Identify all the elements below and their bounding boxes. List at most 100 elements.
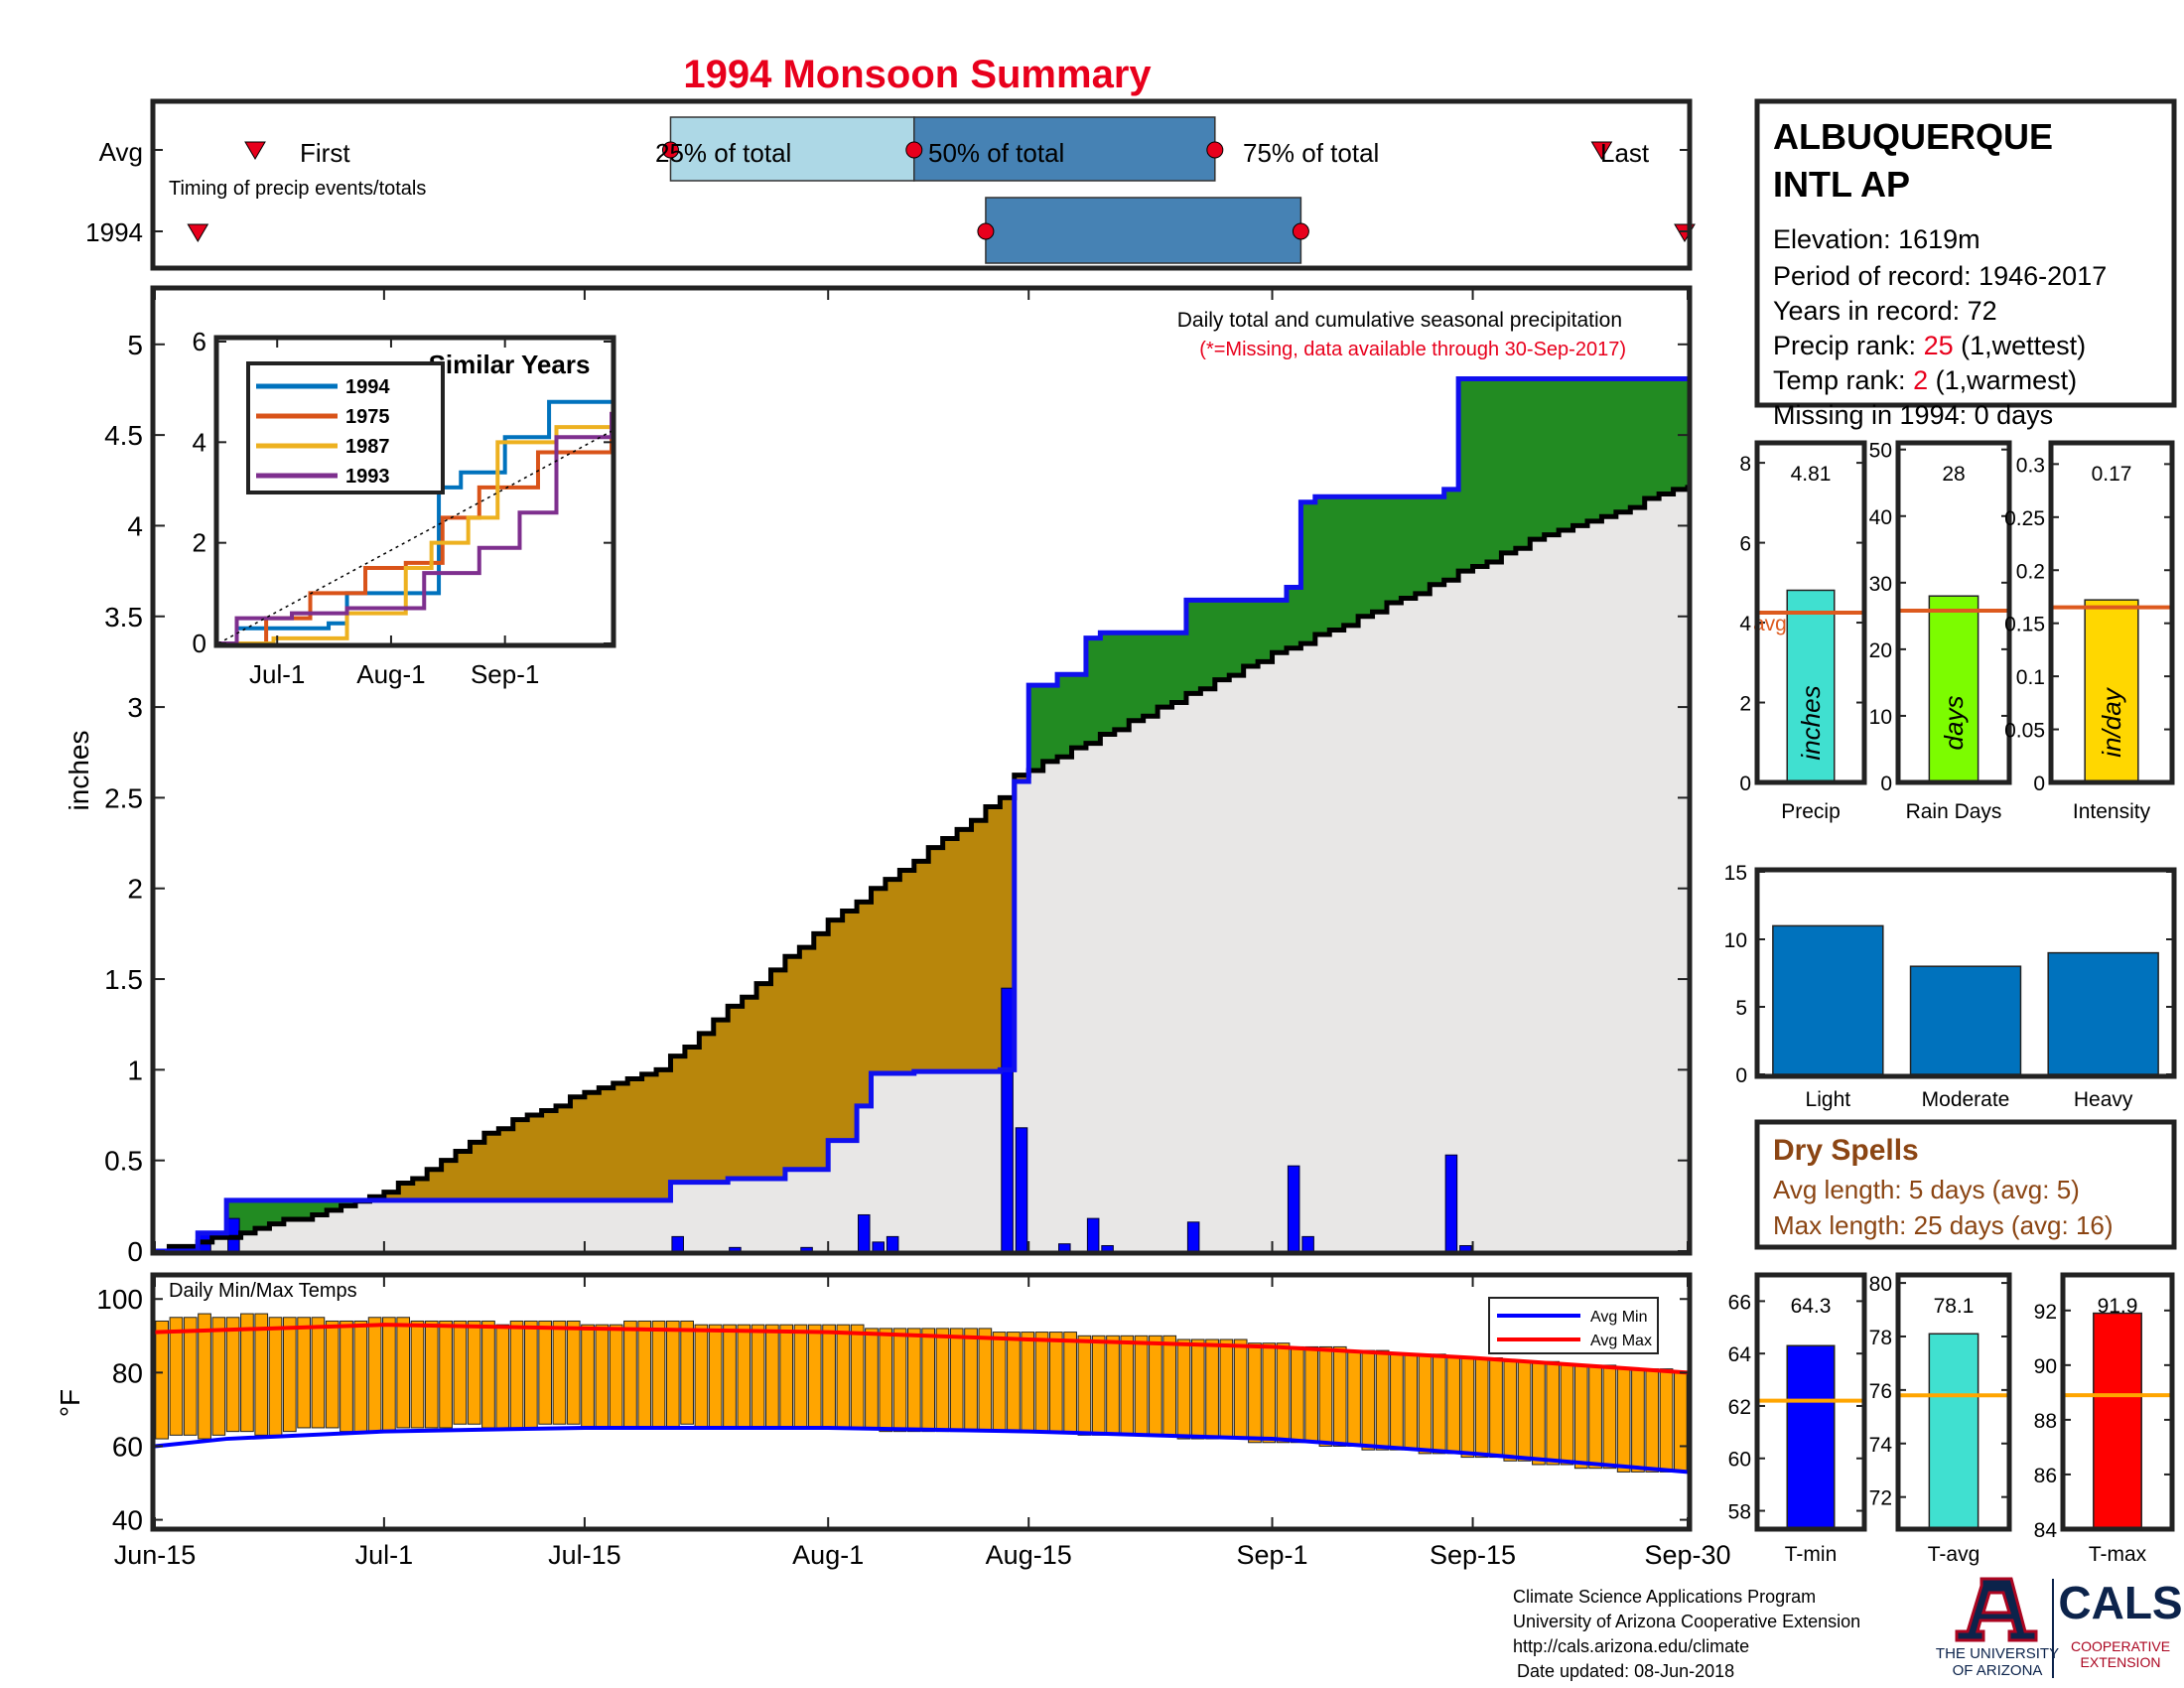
daily-temp-bar bbox=[467, 1320, 481, 1425]
daily-temp-bar bbox=[1631, 1368, 1645, 1473]
station-missing: Missing in 1994: 0 days bbox=[1773, 400, 2053, 430]
daily-temp-bar bbox=[211, 1317, 226, 1436]
t_avg-y-tick-label: 76 bbox=[1869, 1380, 1892, 1403]
temp-y-tick-label: 40 bbox=[112, 1505, 143, 1536]
daily-temp-bar bbox=[396, 1317, 411, 1429]
daily-temp-bar bbox=[680, 1320, 694, 1425]
timing-avg-p50-marker bbox=[905, 141, 923, 159]
cumulative-y-ticks: 0 0.5 1 1.5 2 2.5 3 3.5 4 4.5 5 bbox=[104, 330, 1690, 1267]
cumulative-below-average-fill bbox=[169, 774, 1029, 1251]
similar-years-y-tick-label: 0 bbox=[193, 629, 206, 658]
timing-last-label: Last bbox=[1600, 138, 1650, 168]
rain_days-y-tick-label: 30 bbox=[1869, 573, 1892, 596]
t_avg-panel: 72 74 76 78 80 78.1 T-avg bbox=[1869, 1272, 2012, 1566]
daily-temp-bar bbox=[694, 1324, 709, 1429]
dry-spells-max: Max length: 25 days (avg: 16) bbox=[1773, 1210, 2114, 1240]
intensity-value-label: 0.17 bbox=[2092, 463, 2132, 486]
daily-temp-bar bbox=[155, 1320, 169, 1440]
cals-coop-line2: EXTENSION bbox=[2081, 1654, 2161, 1670]
date-tick-label: Jul-15 bbox=[548, 1540, 621, 1570]
daily-temp-bar bbox=[1517, 1360, 1532, 1462]
daily-temp-bar bbox=[921, 1328, 935, 1433]
daily-temp-bar bbox=[1489, 1357, 1503, 1459]
intensity-y-tick-label: 0.05 bbox=[2004, 720, 2045, 743]
intensity-bar bbox=[2084, 599, 2139, 783]
precip-events-panel: Light Moderate Heavy 0 5 10 15 bbox=[1724, 862, 2177, 1111]
daily-temp-bar bbox=[382, 1317, 396, 1433]
daily-precip-bar bbox=[729, 1246, 742, 1251]
daily-temp-bar bbox=[1034, 1332, 1049, 1433]
daily-temp-bar bbox=[779, 1324, 794, 1429]
average-cumulative-line bbox=[155, 485, 1688, 1251]
intensity-y-tick-label: 0.3 bbox=[2016, 454, 2045, 477]
daily-temp-bar bbox=[665, 1320, 680, 1429]
cumulative-y-tick-label: 2 bbox=[127, 874, 143, 905]
university-of-arizona-logo: THE UNIVERSITY OF ARIZONA CALS COOPERATI… bbox=[1936, 1577, 2183, 1679]
date-axis-labels: Jun-15 Jul-1 Jul-15 Aug-1 Aug-15 Sep-1 Sep-15 S… bbox=[114, 1540, 1731, 1570]
daily-temp-bar bbox=[1460, 1357, 1475, 1459]
daily-temp-bar bbox=[1375, 1349, 1390, 1451]
daily-temp-bar bbox=[1347, 1349, 1361, 1447]
dry-spells-box: Dry Spells Avg length: 5 days (avg: 5) M… bbox=[1754, 1119, 2177, 1250]
t_max-panel: 84 86 88 90 92 91.9 T-max bbox=[2034, 1272, 2175, 1566]
daily-temp-bar bbox=[183, 1317, 198, 1436]
precip-events-bar bbox=[1909, 965, 2022, 1075]
daily-temp-bar bbox=[1077, 1335, 1092, 1436]
daily-temp-bar bbox=[1546, 1360, 1561, 1466]
cumulative-note-missing: (*=Missing, data available through 30-Se… bbox=[1199, 339, 1626, 360]
timing-avg-p75-marker bbox=[1206, 141, 1224, 159]
daily-temp-bar bbox=[424, 1320, 439, 1429]
cumulative-y-tick-label: 3 bbox=[127, 692, 143, 723]
daily-temp-bar bbox=[935, 1328, 950, 1433]
cumulative-y-tick-label: 4 bbox=[127, 510, 143, 541]
similar-year-line bbox=[218, 399, 614, 645]
precip-events-bar bbox=[1772, 924, 1884, 1075]
daily-precip-bar bbox=[886, 1235, 899, 1251]
rain_days-category-label: Rain Days bbox=[1906, 800, 2002, 823]
date-tick-label: Sep-1 bbox=[1237, 1540, 1308, 1570]
daily-temp-bar bbox=[1048, 1332, 1063, 1433]
daily-temp-bar bbox=[1645, 1368, 1660, 1473]
daily-temp-bar bbox=[1219, 1338, 1234, 1440]
daily-temp-bar bbox=[1205, 1338, 1219, 1440]
temp-y-tick-label: 80 bbox=[112, 1357, 143, 1388]
daily-temp-bar bbox=[524, 1320, 538, 1429]
timing-avg-last-marker bbox=[1590, 141, 1613, 160]
t_max-bar bbox=[2093, 1312, 2142, 1530]
daily-temp-bar bbox=[1091, 1335, 1106, 1436]
cumulative-ylabel: inches bbox=[64, 731, 94, 811]
intensity-y-tick-label: 0.1 bbox=[2016, 666, 2045, 689]
cumulative-y-tick-label: 4.5 bbox=[104, 420, 143, 451]
daily-precip-bar bbox=[1001, 987, 1014, 1251]
block-a-logo-icon bbox=[1955, 1577, 2038, 1642]
daily-temp-bar bbox=[822, 1324, 836, 1429]
daily-temp-bar bbox=[949, 1328, 964, 1433]
legend-avg-max: Avg Max bbox=[1590, 1333, 1652, 1349]
date-tick-label: Jun-15 bbox=[114, 1540, 197, 1570]
daily-temp-bar bbox=[240, 1313, 254, 1433]
daily-precip-bar bbox=[800, 1246, 813, 1251]
t_max-category-label: T-max bbox=[2089, 1543, 2147, 1566]
similar-years-lines bbox=[217, 399, 614, 645]
daily-temp-bar bbox=[552, 1320, 567, 1425]
station-years: Years in record: 72 bbox=[1773, 296, 1997, 326]
daily-temp-bar bbox=[254, 1313, 269, 1436]
cumulative-y-tick-label: 0.5 bbox=[104, 1146, 143, 1177]
year-cumulative-line bbox=[155, 375, 1688, 1251]
rain_days-y-tick-label: 20 bbox=[1869, 639, 1892, 662]
cumulative-y-tick-label: 2.5 bbox=[104, 782, 143, 813]
precip_total-bar bbox=[1786, 589, 1836, 783]
cals-logo-text: CALS bbox=[2058, 1577, 2182, 1628]
timing-year-first-marker bbox=[187, 223, 209, 242]
date-tick-label: Sep-30 bbox=[1644, 1540, 1730, 1570]
daily-precip-bar bbox=[872, 1241, 885, 1251]
t_max-value-label: 91.9 bbox=[2098, 1295, 2138, 1318]
similar-year-line bbox=[217, 430, 613, 644]
t_max-y-tick-label: 88 bbox=[2034, 1410, 2057, 1433]
daily-temp-bar bbox=[723, 1324, 737, 1429]
daily-precip-bar bbox=[1101, 1245, 1114, 1251]
daily-temp-bar bbox=[1190, 1338, 1205, 1440]
daily-precip-bar bbox=[1186, 1221, 1200, 1251]
daily-temp-bar bbox=[737, 1324, 751, 1429]
similar-year-line bbox=[218, 411, 614, 645]
